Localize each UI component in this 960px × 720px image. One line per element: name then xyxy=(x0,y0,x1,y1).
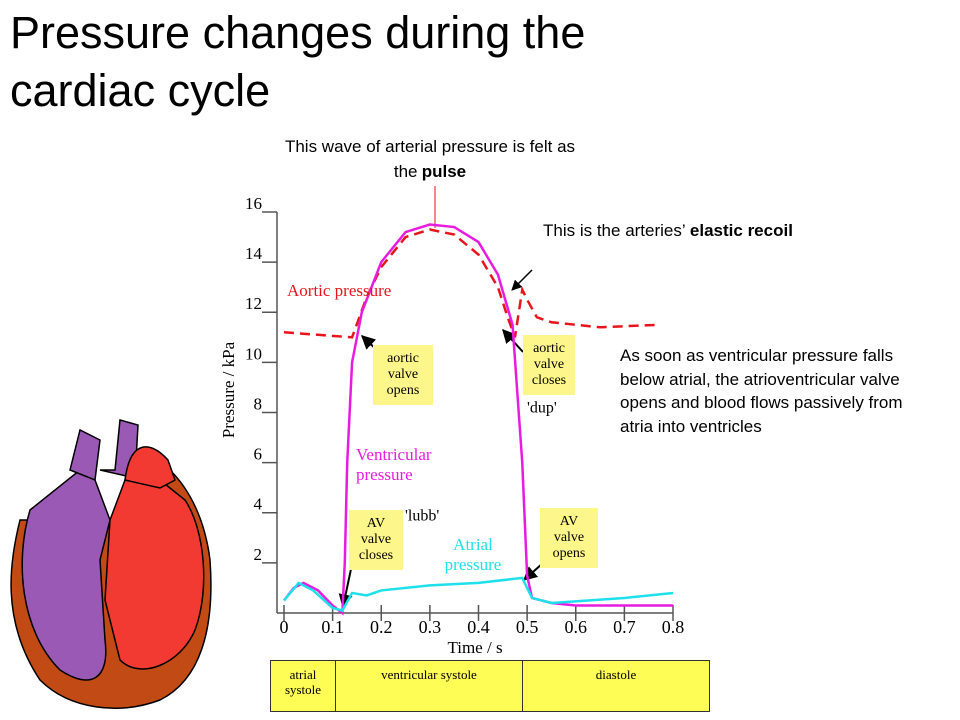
note-bold: pulse xyxy=(421,162,467,181)
x-tick-label: 0.3 xyxy=(419,617,442,637)
x-tick-label: 0.2 xyxy=(370,617,393,637)
y-tick-label: 14 xyxy=(245,244,263,263)
phase-bar: diastole xyxy=(522,660,710,712)
recoil-note: This is the arteries’ elastic recoil xyxy=(543,218,843,243)
note-bold: elastic recoil xyxy=(689,221,793,240)
valve-box: aortic valve opens xyxy=(373,345,433,405)
valve-box: AV valve closes xyxy=(349,510,403,570)
valve-box: AV valve opens xyxy=(540,508,598,568)
series-label: Ventricular pressure xyxy=(356,445,432,484)
y-tick-label: 4 xyxy=(254,495,263,514)
series-label: Atrial pressure xyxy=(444,535,502,574)
y-tick-label: 6 xyxy=(254,445,263,464)
av-note: As soon as ventricular pressure falls be… xyxy=(620,346,903,436)
x-axis-label: Time / s xyxy=(447,638,502,657)
y-tick-label: 16 xyxy=(245,194,262,213)
pulse-note: This wave of arterial pressure is felt a… xyxy=(270,134,590,184)
y-tick-label: 8 xyxy=(254,394,263,413)
x-tick-label: 0.8 xyxy=(662,617,685,637)
y-axis-label: Pressure / kPa xyxy=(219,341,238,438)
x-tick-label: 0.7 xyxy=(613,617,636,637)
note-text: This wave of arterial pressure is felt a… xyxy=(284,137,576,181)
valve-box: aortic valve closes xyxy=(523,335,575,395)
note-text: This is the arteries’ xyxy=(543,221,686,240)
x-tick-label: 0.5 xyxy=(516,617,539,637)
series-line xyxy=(283,576,674,612)
phase-bar: atrial systole xyxy=(270,660,336,712)
slide-title: Pressure changes during the cardiac cycl… xyxy=(10,7,586,116)
sound-label: 'lubb' xyxy=(405,508,439,525)
heart-illustration xyxy=(10,419,212,709)
phase-bar: ventricular systole xyxy=(335,660,523,712)
x-tick-label: 0 xyxy=(280,617,289,637)
sound-label: 'dup' xyxy=(527,400,557,417)
y-tick-label: 10 xyxy=(245,344,262,363)
x-tick-label: 0.1 xyxy=(321,617,344,637)
series-label: Aortic pressure xyxy=(287,281,392,300)
x-tick-label: 0.6 xyxy=(565,617,588,637)
x-tick-label: 0.4 xyxy=(467,617,490,637)
y-tick-label: 12 xyxy=(245,294,262,313)
y-tick-label: 2 xyxy=(254,545,263,564)
arrow xyxy=(511,269,533,291)
